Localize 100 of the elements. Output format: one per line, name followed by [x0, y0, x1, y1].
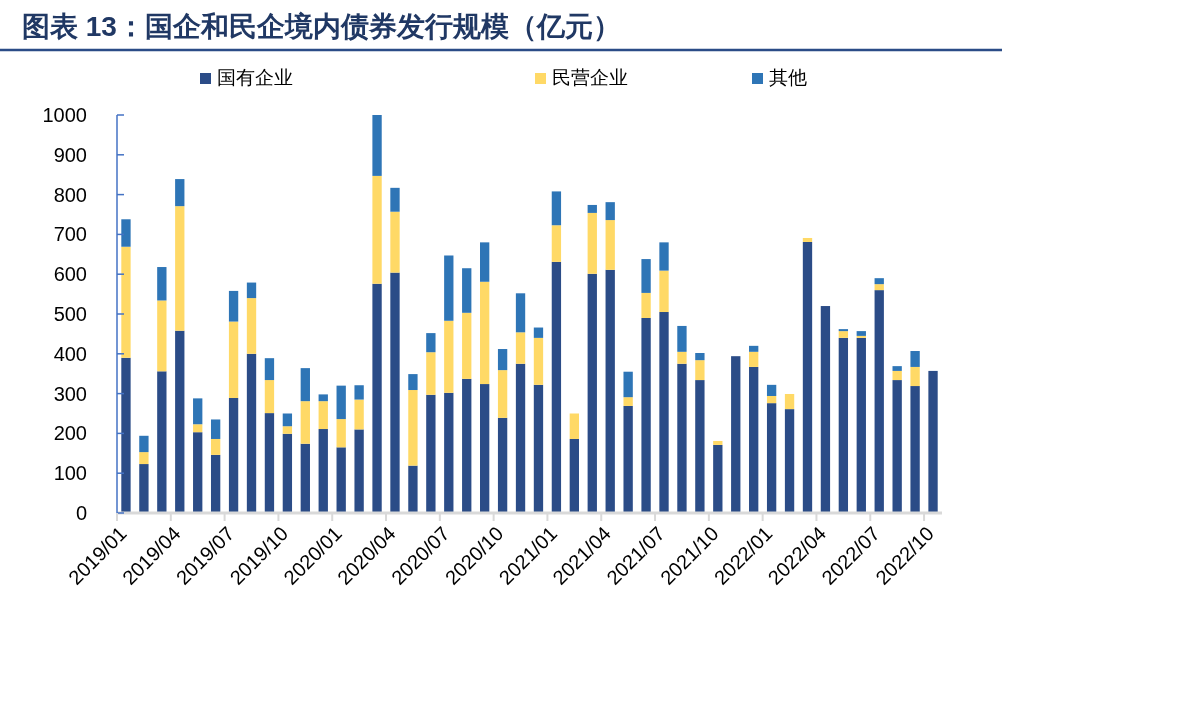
- bar: [139, 464, 149, 513]
- bar: [641, 292, 651, 318]
- bar: [605, 202, 615, 221]
- bar: [426, 333, 436, 353]
- bar: [336, 447, 346, 513]
- bar: [892, 366, 902, 371]
- bar: [874, 284, 884, 291]
- bar: [300, 401, 310, 444]
- bar: [766, 384, 777, 396]
- bar: [210, 454, 221, 513]
- bar: [318, 401, 328, 430]
- bar: [910, 386, 920, 513]
- bar: [480, 242, 490, 282]
- bar: [210, 438, 221, 455]
- bar: [515, 363, 526, 513]
- bar: [444, 392, 454, 513]
- y-tick-label: 700: [53, 223, 87, 246]
- bar: [139, 435, 149, 453]
- bar: [587, 204, 597, 213]
- bar: [175, 206, 185, 331]
- bar: [426, 352, 436, 395]
- bar: [838, 331, 849, 338]
- bar: [408, 465, 418, 513]
- bar: [390, 211, 400, 273]
- bar: [515, 332, 526, 364]
- bar: [462, 268, 472, 313]
- bar: [749, 345, 759, 352]
- bar: [408, 374, 418, 391]
- bar: [480, 384, 490, 513]
- bar: [157, 371, 167, 513]
- bar: [605, 269, 615, 513]
- bar: [300, 368, 310, 402]
- bar: [246, 353, 257, 513]
- bar: [497, 417, 508, 513]
- bar: [444, 320, 454, 393]
- bar: [426, 394, 436, 513]
- bar: [713, 440, 723, 445]
- bar: [569, 438, 579, 513]
- bar: [551, 261, 562, 513]
- bar: [856, 337, 866, 513]
- bar: [390, 187, 400, 212]
- bar: [569, 413, 579, 439]
- bar: [820, 306, 831, 513]
- bar: [928, 370, 938, 513]
- bar: [874, 290, 884, 513]
- bar: [264, 358, 275, 381]
- bar: [695, 360, 705, 381]
- bar: [695, 353, 705, 361]
- bar: [587, 273, 597, 513]
- bar: [605, 220, 615, 270]
- bar: [210, 419, 221, 439]
- bar: [892, 380, 902, 513]
- y-tick-label: 400: [53, 342, 87, 365]
- bar: [623, 405, 633, 513]
- bar: [318, 394, 328, 402]
- bar: [462, 378, 472, 513]
- bar: [408, 390, 418, 466]
- bar: [264, 413, 275, 513]
- bar: [856, 331, 866, 336]
- bar: [659, 312, 669, 513]
- bar: [533, 327, 544, 338]
- bar: [623, 397, 633, 406]
- bar: [175, 330, 185, 513]
- bar: [749, 351, 759, 367]
- bar: [228, 290, 239, 322]
- bar: [677, 325, 687, 352]
- bar: [264, 380, 275, 414]
- bar: [300, 443, 310, 513]
- bar: [336, 385, 346, 420]
- bar: [246, 298, 257, 354]
- bar: [193, 432, 203, 513]
- bar: [372, 175, 382, 284]
- bar: [766, 403, 777, 513]
- bar: [802, 237, 813, 242]
- bar: [892, 370, 902, 381]
- bar: [390, 272, 400, 513]
- bar: [551, 191, 562, 226]
- bar: [749, 366, 759, 513]
- y-tick-label: 800: [53, 183, 87, 206]
- bar: [533, 337, 544, 385]
- bar: [246, 282, 257, 299]
- bar: [175, 179, 185, 207]
- bar: [193, 398, 203, 425]
- bar: [497, 349, 508, 371]
- bar: [282, 433, 293, 513]
- y-tick-label: 100: [53, 462, 87, 485]
- bar: [677, 351, 687, 364]
- bar: [587, 212, 597, 274]
- y-tick-label: 0: [75, 502, 87, 524]
- bar: [784, 409, 795, 513]
- bar: [372, 115, 382, 176]
- bar: [659, 242, 669, 271]
- bar: [139, 452, 149, 465]
- bar: [193, 424, 203, 433]
- bar: [533, 384, 544, 513]
- bar: [641, 317, 651, 513]
- bar: [282, 426, 293, 434]
- bar: [874, 278, 884, 285]
- bar: [282, 413, 293, 427]
- bar: [910, 351, 920, 367]
